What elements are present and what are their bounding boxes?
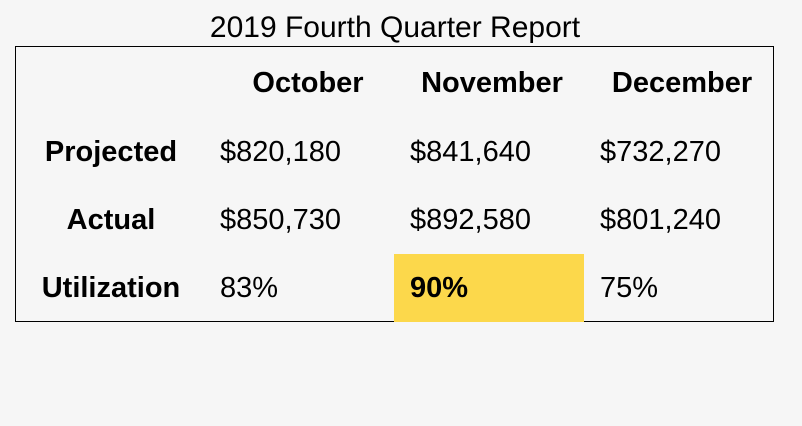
cell-actual-december: $801,240 xyxy=(600,204,721,236)
cell-utilization-november-highlighted: 90% xyxy=(394,254,584,322)
report-title: 2019 Fourth Quarter Report xyxy=(209,11,581,44)
report-table: October November December Projected $820… xyxy=(15,46,774,322)
cell-projected-november: $841,640 xyxy=(410,136,531,168)
cell-utilization-december: 75% xyxy=(600,272,659,304)
cell-utilization-october: 83% xyxy=(220,272,279,304)
column-header-november: November xyxy=(421,67,563,99)
column-header-october: October xyxy=(252,67,364,99)
row-label-actual: Actual xyxy=(66,204,156,236)
row-label-utilization: Utilization xyxy=(41,272,181,304)
cell-actual-november: $892,580 xyxy=(410,204,531,236)
column-header-december: December xyxy=(611,67,753,99)
row-label-projected: Projected xyxy=(44,136,178,168)
cell-actual-october: $850,730 xyxy=(220,204,341,236)
cell-projected-october: $820,180 xyxy=(220,136,341,168)
cell-projected-december: $732,270 xyxy=(600,136,721,168)
